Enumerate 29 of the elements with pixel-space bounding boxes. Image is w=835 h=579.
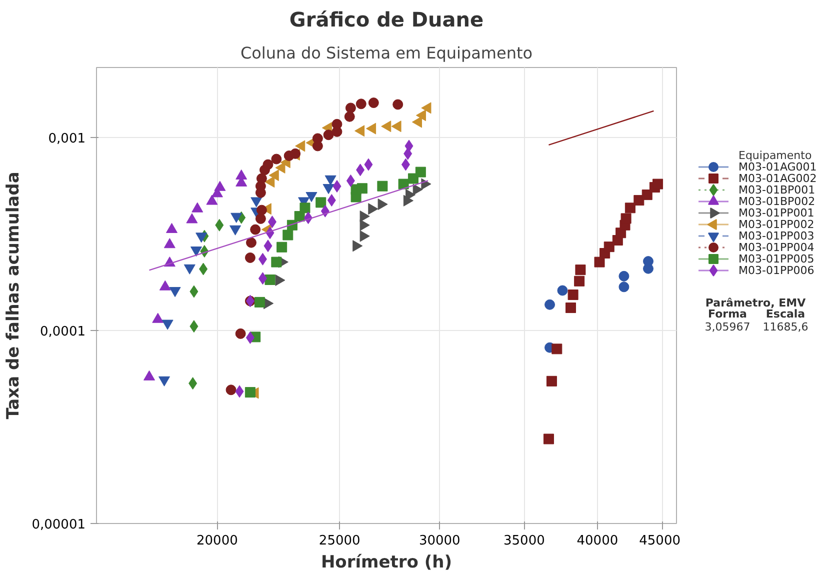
text: Parâmetro, EMV — [705, 296, 806, 310]
x-tick-label: 20000 — [196, 534, 238, 548]
chart-subtitle: Coluna do Sistema em Equipamento — [240, 44, 533, 62]
y-tick-label: 0,0001 — [40, 324, 86, 340]
chart-title: Gráfico de Duane — [289, 8, 484, 32]
text: Escala — [766, 308, 806, 321]
legend-label: M03-01AG001 — [738, 160, 817, 174]
legend-title: Equipamento — [738, 149, 812, 162]
y-tick-label: 0,00001 — [32, 518, 86, 532]
legend-label: M03-01PP006 — [738, 264, 814, 278]
text: 3,05967 — [704, 320, 750, 334]
x-tick-label: 40000 — [576, 534, 618, 548]
x-tick-label: 45000 — [639, 534, 681, 548]
x-axis-title: Horímetro (h) — [320, 552, 452, 572]
legend-label: M03-01PP005 — [738, 252, 814, 266]
legend-label: M03-01BP001 — [738, 184, 816, 197]
x-tick-label: 35000 — [504, 534, 545, 548]
legend-label: M03-01PP004 — [738, 241, 814, 254]
legend-label: M03-01AG002 — [738, 172, 817, 186]
x-tick-label: 30000 — [418, 534, 460, 548]
text: 11685,6 — [762, 320, 808, 334]
x-tick-label: 25000 — [318, 534, 360, 548]
y-axis-title: Taxa de falhas acumulada — [4, 172, 24, 420]
legend-label: M03-01BP002 — [738, 195, 816, 208]
text: Forma — [708, 308, 747, 321]
legend-label: M03-01PP001 — [738, 206, 814, 220]
legend-label: M03-01PP003 — [738, 230, 814, 243]
legend-label: M03-01PP002 — [738, 218, 814, 232]
y-tick-label: 0,001 — [48, 131, 86, 146]
